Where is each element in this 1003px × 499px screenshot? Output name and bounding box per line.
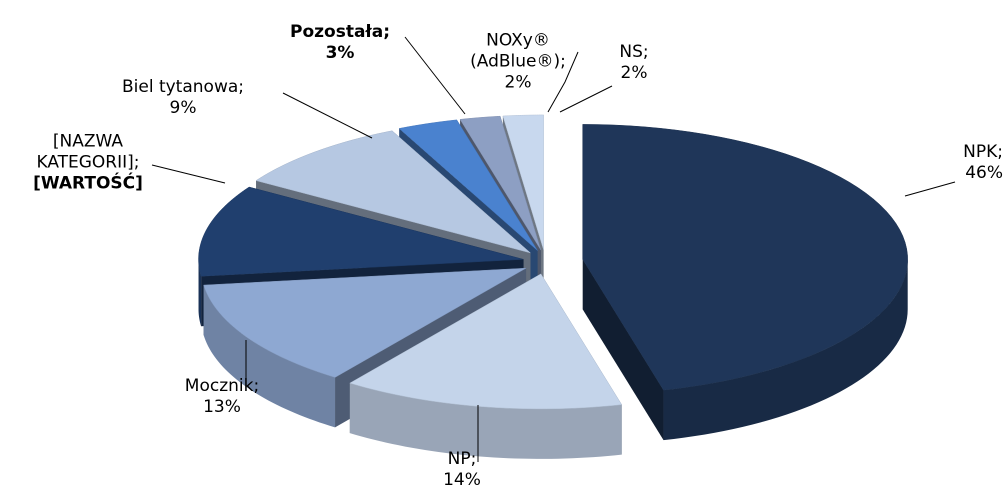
value-label: 14% — [443, 470, 481, 490]
leader-line — [547, 51, 579, 113]
category-label: NOXy® (AdBlue®); — [470, 30, 566, 72]
data-label: NOXy® (AdBlue®); 2% — [463, 31, 573, 94]
leader-line — [282, 92, 373, 139]
data-label: NPK; 46% — [933, 142, 1003, 184]
data-label: NS; 2% — [604, 42, 664, 84]
value-label: 2% — [504, 72, 532, 93]
category-label: NPK; — [963, 142, 1003, 162]
slice — [349, 273, 623, 459]
slice-side — [203, 285, 336, 428]
slice-side — [349, 383, 622, 459]
slice-side — [198, 259, 202, 327]
leader-line — [404, 36, 466, 115]
value-label: 2% — [620, 63, 648, 83]
category-label: NP; — [447, 449, 477, 469]
value-label: 46% — [965, 163, 1003, 183]
value-label: 3% — [325, 43, 355, 63]
slice-top — [198, 186, 524, 277]
slice-top — [582, 124, 908, 391]
value-label: [WARTOŚĆ] — [33, 173, 143, 194]
leader-line — [904, 181, 956, 197]
slice-side — [663, 259, 908, 441]
leader-line — [559, 85, 613, 113]
category-label: NS; — [619, 42, 649, 62]
data-label: Pozostała; 3% — [280, 22, 400, 64]
data-label: [NAZWA KATEGORII]; [WARTOŚĆ] — [13, 132, 163, 195]
slice-wall — [582, 259, 664, 441]
slice — [582, 124, 908, 441]
data-label: Mocznik; 13% — [167, 376, 277, 418]
data-label: Biel tytanowa; 9% — [98, 77, 268, 119]
slice-top — [203, 267, 527, 378]
leader-line — [151, 164, 226, 184]
slice-top — [398, 119, 538, 251]
slice-top — [349, 273, 623, 410]
value-label: 9% — [169, 98, 197, 118]
category-label: [NAZWA KATEGORII]; — [36, 131, 140, 173]
category-label: Pozostała; — [289, 22, 390, 42]
category-label: Mocznik; — [184, 376, 260, 396]
slice-top — [255, 130, 531, 254]
data-label: NP; 14% — [432, 449, 492, 491]
slice-top — [459, 115, 542, 251]
value-label: 13% — [203, 397, 241, 417]
slice-top — [502, 114, 544, 250]
category-label: Biel tytanowa; — [121, 77, 244, 97]
